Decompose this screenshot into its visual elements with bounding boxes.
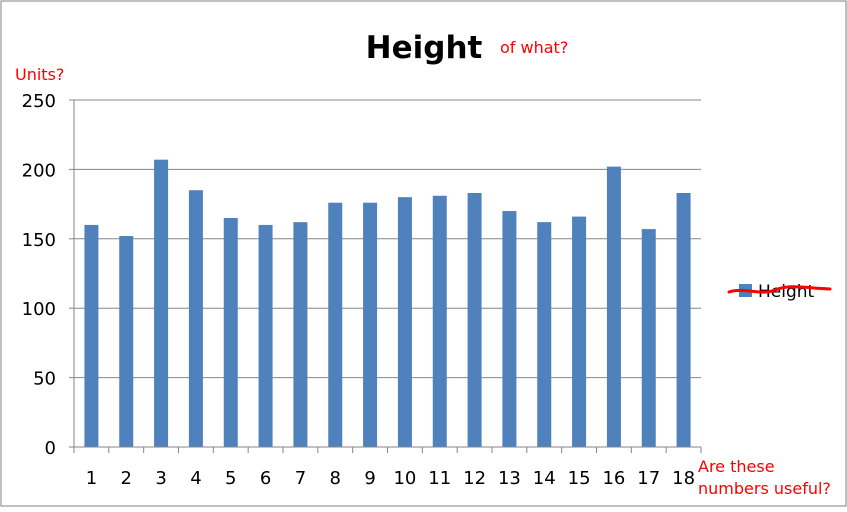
x-tick-label: 10 (393, 468, 416, 489)
x-tick-label: 1 (86, 468, 97, 489)
bar (328, 202, 343, 447)
bar (432, 195, 447, 447)
y-axis-annotation: Units? (15, 65, 64, 84)
y-tick-label: 100 (22, 299, 56, 320)
bar (397, 197, 412, 447)
chart-title: Height (366, 30, 483, 66)
bar (258, 224, 273, 447)
bar (537, 222, 552, 447)
bar (572, 216, 587, 447)
bar (467, 192, 482, 447)
y-tick-label: 150 (22, 230, 56, 251)
x-tick-label: 17 (637, 468, 660, 489)
x-tick-label: 18 (672, 468, 695, 489)
y-tick-label: 200 (22, 160, 56, 181)
bar (502, 211, 517, 447)
x-tick-label: 9 (364, 468, 375, 489)
x-tick-label: 15 (568, 468, 591, 489)
x-tick-label: 14 (533, 468, 556, 489)
bar (641, 229, 656, 447)
bar (188, 190, 203, 447)
bar (293, 222, 308, 447)
x-axis-annotation-line1: Are these (698, 457, 775, 476)
legend-strikethrough (727, 285, 832, 294)
x-tick-label: 6 (260, 468, 271, 489)
y-tick-label: 250 (22, 91, 56, 112)
x-tick-label: 7 (295, 468, 306, 489)
x-tick-label: 11 (428, 468, 451, 489)
x-tick-label: 12 (463, 468, 486, 489)
x-tick-label: 8 (330, 468, 341, 489)
y-tick-label: 0 (45, 438, 56, 459)
x-axis-ticks: 1 2 3 4 5 6 7 8 9 10 11 12 13 14 15 16 17 18 (73, 446, 702, 489)
x-tick-label: 13 (498, 468, 521, 489)
bar (606, 166, 621, 447)
y-axis-ticks: 0 50 100 150 200 250 (22, 91, 75, 459)
bar (223, 217, 238, 447)
x-tick-label: 16 (602, 468, 625, 489)
x-tick-label: 3 (155, 468, 166, 489)
bar (154, 159, 169, 447)
x-tick-label: 5 (225, 468, 236, 489)
title-annotation: of what? (500, 38, 568, 57)
bars (84, 159, 691, 447)
legend: Height (727, 282, 832, 302)
bar (119, 236, 134, 447)
x-tick-label: 4 (190, 468, 201, 489)
y-tick-label: 50 (33, 369, 56, 390)
bar (84, 224, 99, 447)
x-tick-label: 2 (121, 468, 132, 489)
x-axis-annotation-line2: numbers useful? (698, 479, 831, 498)
bar (363, 202, 378, 447)
bar (676, 192, 691, 447)
